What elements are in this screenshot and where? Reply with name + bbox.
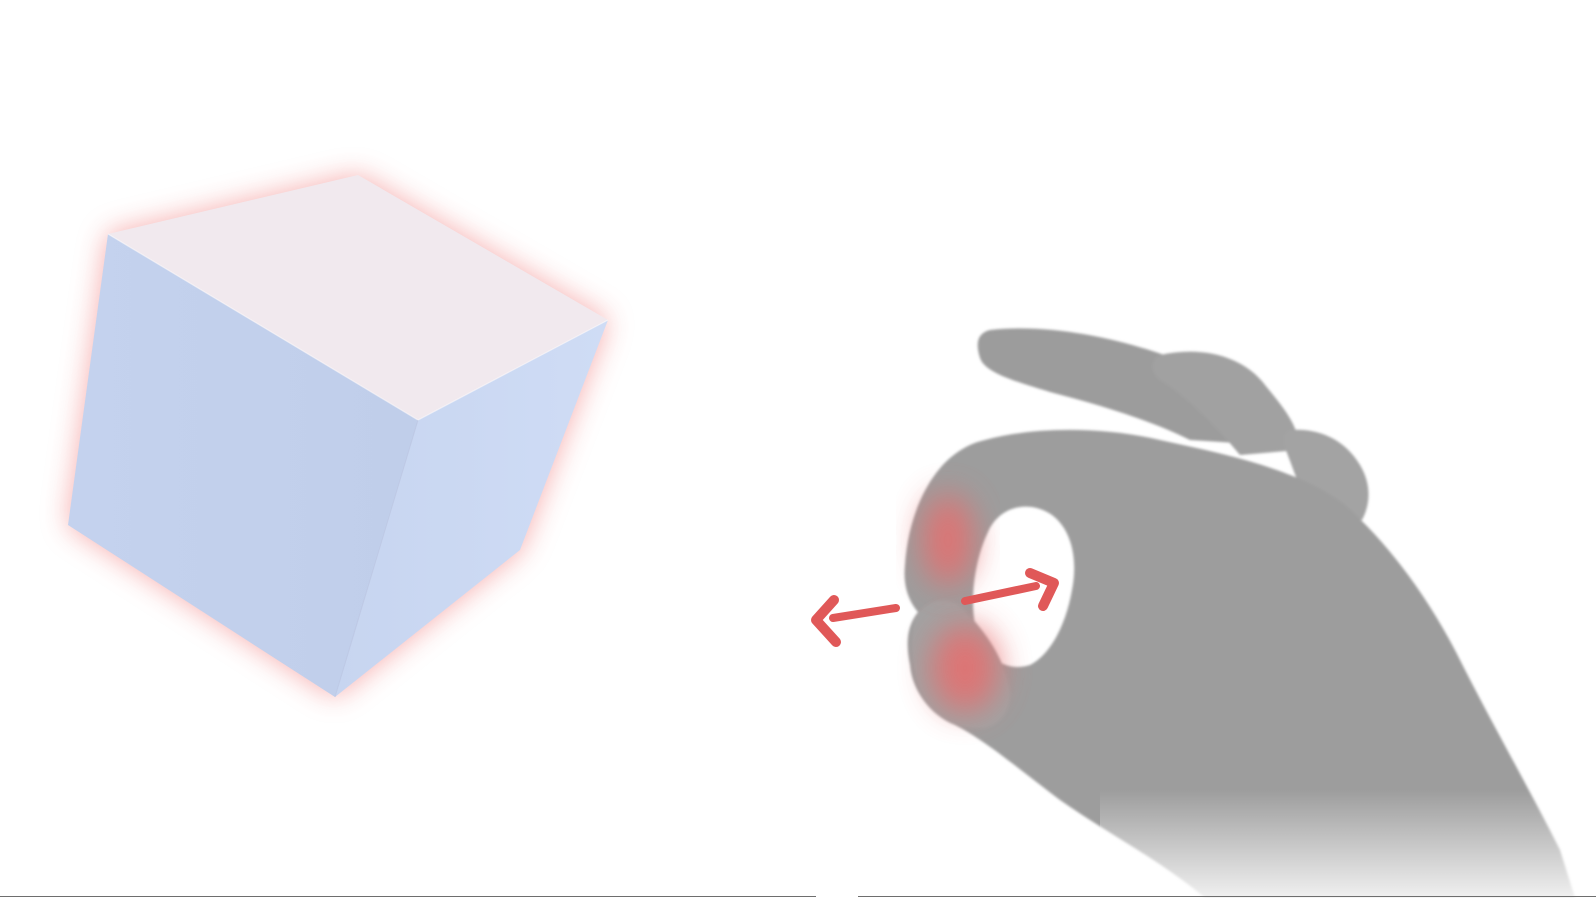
hand-body <box>904 429 1575 898</box>
arrow-left-icon <box>811 595 900 647</box>
thumb-tip-highlight <box>931 624 999 712</box>
index-finger <box>977 328 1268 445</box>
baseline-left <box>0 896 816 897</box>
pinch-hand-icon <box>904 328 1596 898</box>
cube-icon <box>68 175 609 698</box>
baseline-right <box>858 896 1596 897</box>
cube-top-face <box>108 175 608 420</box>
cube-right-face <box>335 320 608 697</box>
cube-left-face <box>68 234 418 697</box>
arrow-right-icon <box>961 568 1059 611</box>
index-fingertip-highlight <box>922 494 974 586</box>
release-arrows <box>811 568 1059 647</box>
middle-finger <box>1152 351 1299 455</box>
